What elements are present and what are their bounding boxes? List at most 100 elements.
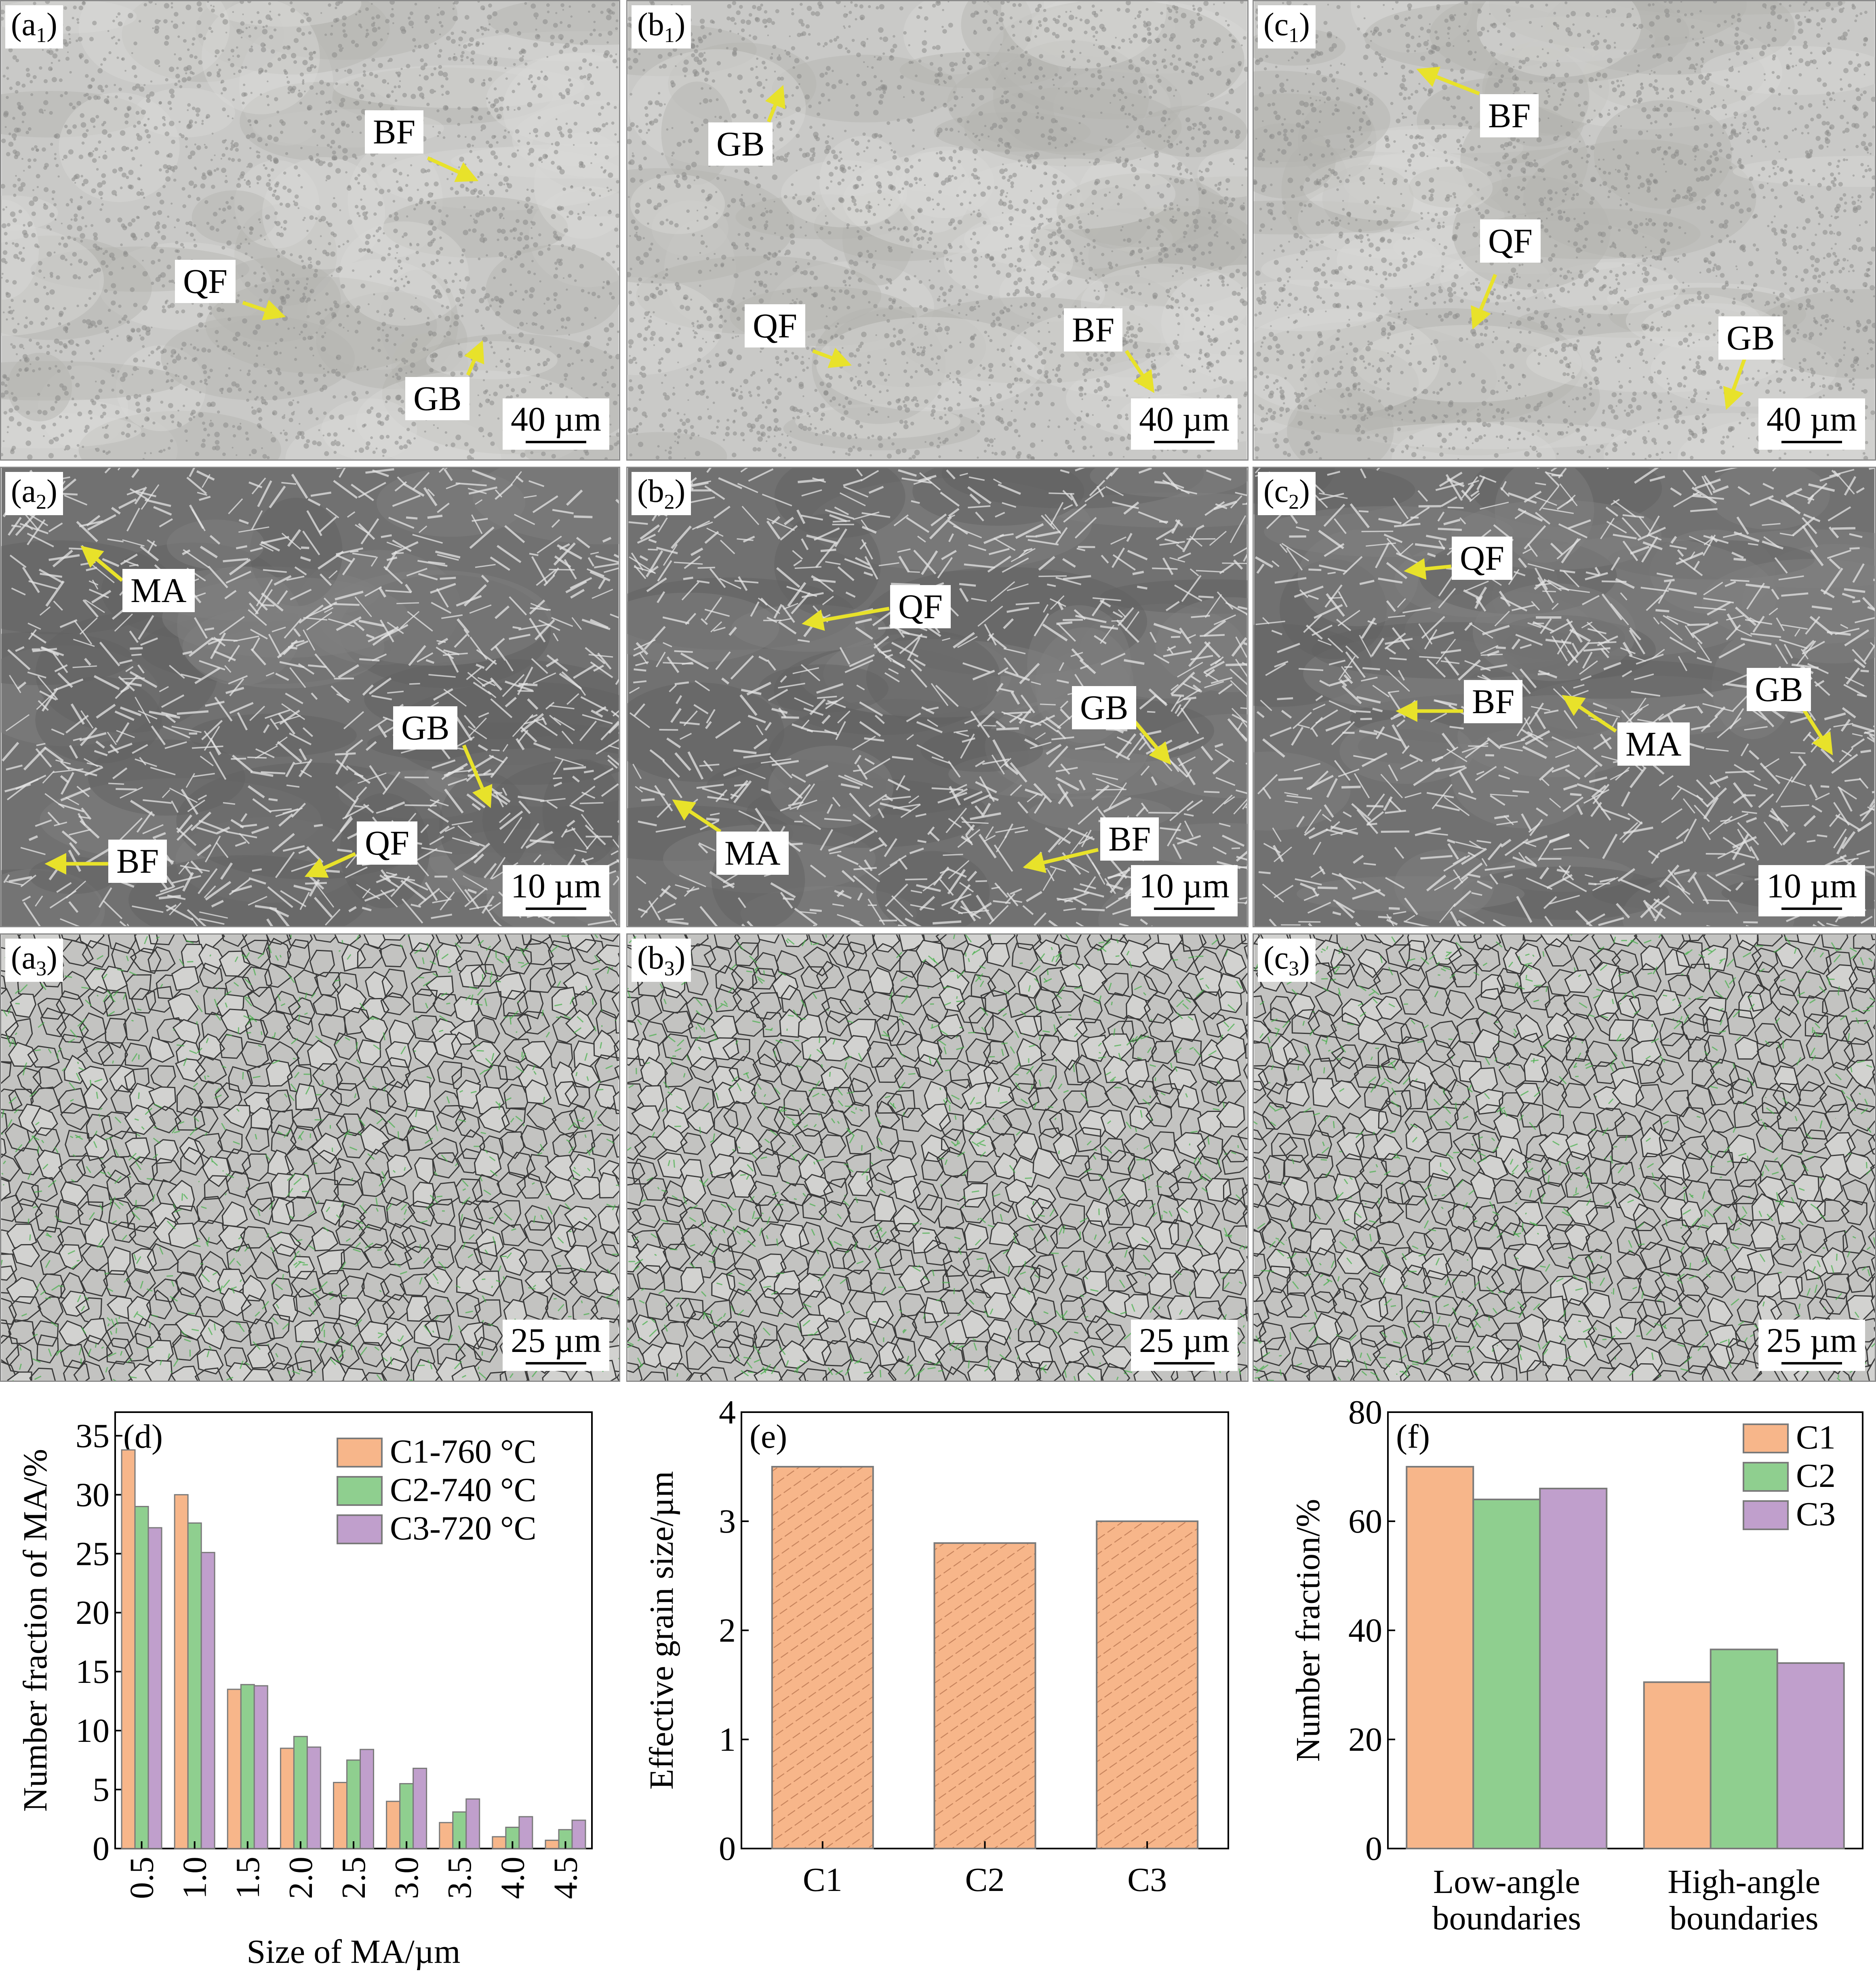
phase-label-bf: BF: [365, 110, 423, 154]
x-tick-label: C2: [965, 1861, 1004, 1899]
scale-bar: 25 µm: [1758, 1320, 1865, 1371]
panel-subscript: 3: [664, 957, 675, 980]
panel-label: (a2): [5, 472, 63, 515]
phase-label-qf: QF: [175, 260, 236, 303]
scale-bar-line: [1154, 907, 1215, 910]
y-tick-label: 0: [93, 1830, 109, 1868]
bar-C1-1: [1644, 1682, 1711, 1849]
bar-C2-0: [1473, 1499, 1540, 1849]
y-tick-label: 30: [76, 1476, 109, 1514]
y-tick-label: 4: [719, 1394, 736, 1431]
bar-3-4.5: [572, 1820, 585, 1849]
panel-subscript: 3: [1289, 957, 1299, 980]
chart-panel-label: (e): [750, 1418, 787, 1455]
x-tick-label: 1.5: [229, 1857, 267, 1899]
y-tick-label: 60: [1348, 1503, 1382, 1540]
panel-subscript: 1: [36, 24, 46, 47]
bar-C1: [772, 1467, 873, 1849]
panel-letter: c: [1274, 940, 1289, 976]
x-tick-label: boundaries: [1432, 1899, 1581, 1937]
micrograph-texture: [1254, 1, 1875, 459]
bar-1-1.5: [227, 1689, 241, 1849]
phase-label-qf: QF: [890, 585, 951, 628]
y-tick-label: 1: [719, 1721, 736, 1758]
y-tick-label: 20: [1348, 1721, 1382, 1758]
y-tick-label: 25: [76, 1535, 109, 1573]
scale-bar: 25 µm: [503, 1320, 609, 1371]
panel-subscript: 1: [1289, 24, 1299, 47]
scale-bar-label: 25 µm: [511, 1321, 601, 1360]
scale-bar-label: 10 µm: [511, 867, 601, 905]
x-axis-label: Size of MA/µm: [246, 1933, 460, 1971]
scale-bar-label: 40 µm: [1139, 400, 1230, 438]
scale-bar-label: 25 µm: [1767, 1321, 1857, 1360]
bar-C3-1: [1777, 1663, 1844, 1849]
scale-bar-line: [1781, 1362, 1842, 1364]
bar-3-2.5: [360, 1750, 374, 1849]
y-axis-label: Effective grain size/µm: [643, 1471, 680, 1790]
bar-1-3.0: [387, 1801, 400, 1849]
bar-1-4.0: [493, 1837, 506, 1849]
phase-label-bf: BF: [108, 840, 167, 883]
phase-label-bf: BF: [1064, 308, 1122, 352]
phase-label-qf: QF: [1452, 537, 1512, 580]
x-tick-label: 1.0: [176, 1857, 214, 1899]
phase-label-qf: QF: [357, 821, 417, 865]
scale-bar: 40 µm: [503, 398, 609, 450]
chart-panel-label: (f): [1396, 1418, 1430, 1455]
panel-letter: a: [22, 474, 36, 509]
panel-label: (b1): [632, 5, 691, 48]
y-tick-label: 35: [76, 1417, 109, 1455]
x-tick-label: 4.5: [547, 1857, 584, 1899]
panel-letter: b: [648, 474, 664, 509]
phase-label-qf: QF: [745, 304, 805, 347]
bar-3-0.5: [148, 1528, 162, 1849]
y-axis-label: Number fraction/%: [1289, 1499, 1327, 1762]
micrograph-a3: (a3)25 µm: [0, 933, 620, 1382]
bar-3-4.0: [519, 1817, 533, 1849]
scale-bar-label: 40 µm: [511, 400, 601, 438]
scale-bar-line: [1154, 441, 1215, 443]
scale-bar-label: 25 µm: [1139, 1321, 1230, 1360]
micrograph-texture: [1254, 935, 1875, 1381]
scale-bar-line: [526, 441, 586, 443]
micrograph-texture: [1, 1, 619, 459]
phase-label-gb: GB: [1747, 668, 1811, 711]
scale-bar-line: [1154, 1362, 1215, 1364]
phase-label-ma: MA: [1617, 722, 1690, 766]
legend-label: C3-720 °C: [390, 1510, 537, 1547]
bar-C2: [935, 1543, 1036, 1849]
legend-label: C3: [1796, 1495, 1836, 1533]
bar-C2-1: [1711, 1649, 1777, 1849]
y-tick-label: 15: [76, 1653, 109, 1691]
y-tick-label: 20: [76, 1594, 109, 1632]
panel-label: (b2): [632, 472, 691, 515]
legend-label: C2-740 °C: [390, 1471, 537, 1509]
x-tick-label: High-angle: [1668, 1863, 1820, 1901]
panel-letter: c: [1274, 7, 1289, 42]
micrograph-texture: [1, 935, 619, 1381]
bar-3-3.5: [466, 1799, 480, 1849]
bar-1-3.5: [440, 1823, 453, 1849]
phase-label-gb: GB: [405, 377, 470, 420]
micrograph-texture: [627, 1, 1247, 459]
bar-3-1.5: [254, 1686, 267, 1849]
scale-bar: 40 µm: [1131, 398, 1238, 450]
x-tick-label: 3.0: [388, 1857, 425, 1899]
scale-bar: 25 µm: [1131, 1320, 1238, 1371]
scale-bar-label: 10 µm: [1767, 867, 1857, 905]
phase-label-qf: QF: [1480, 219, 1541, 263]
panel-subscript: 2: [664, 491, 675, 514]
bar-3-3.0: [413, 1769, 427, 1849]
x-tick-label: C3: [1127, 1861, 1167, 1899]
bar-2-2.0: [294, 1737, 307, 1849]
scale-bar-line: [526, 1362, 586, 1364]
legend-swatch: [1743, 1463, 1788, 1491]
legend-label: C1-760 °C: [390, 1433, 537, 1470]
